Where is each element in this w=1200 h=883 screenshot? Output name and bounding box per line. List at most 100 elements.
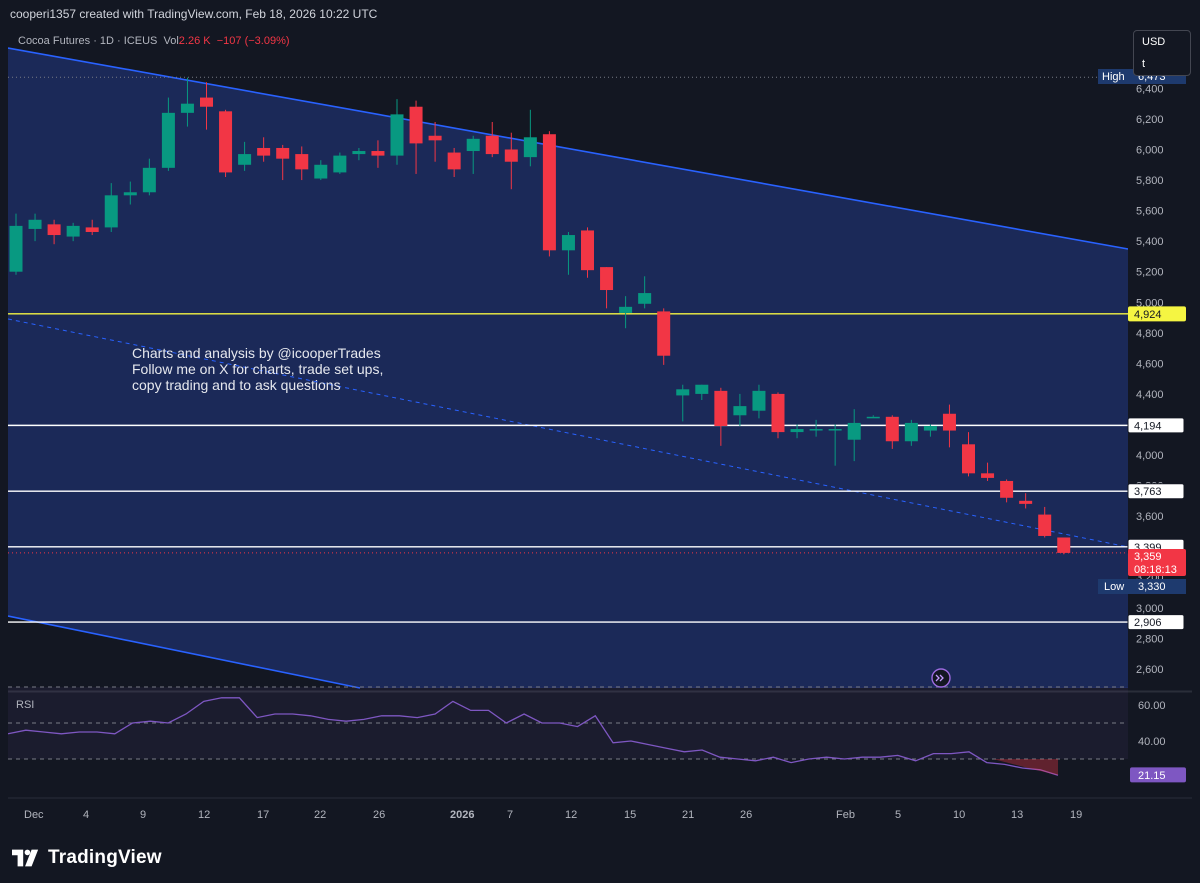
candle-body[interactable] xyxy=(523,137,537,158)
candle-body[interactable] xyxy=(676,389,690,396)
rsi-oversold-fill xyxy=(993,759,1058,776)
price-tick-label: 4,000 xyxy=(1136,450,1164,462)
candle-body[interactable] xyxy=(542,134,556,251)
candle-body[interactable] xyxy=(390,114,404,156)
candle-body[interactable] xyxy=(219,111,233,173)
candle-body[interactable] xyxy=(314,164,328,179)
candle-body[interactable] xyxy=(409,106,423,144)
candle-body[interactable] xyxy=(142,167,156,193)
chart-svg[interactable]: 2,6002,8003,0003,2003,4003,6003,8004,000… xyxy=(7,28,1192,848)
time-tick-label: 4 xyxy=(83,809,89,821)
candle-body[interactable] xyxy=(657,311,671,356)
level-badge-text: 4,924 xyxy=(1134,309,1162,321)
candle-body[interactable] xyxy=(123,192,137,196)
candle-body[interactable] xyxy=(200,97,213,107)
low-label: Low xyxy=(1104,581,1124,593)
tradingview-logo[interactable]: TradingView xyxy=(12,844,162,872)
time-tick-label: 19 xyxy=(1070,809,1082,821)
high-badge xyxy=(1098,69,1134,84)
candle-body[interactable] xyxy=(352,151,366,155)
candle-body[interactable] xyxy=(790,429,804,433)
price-change: −107 (−3.09%) xyxy=(216,35,290,47)
currency-code: USD xyxy=(1142,36,1166,48)
double-chevron-right-icon xyxy=(935,674,944,682)
rsi-line[interactable] xyxy=(7,697,1059,776)
candle-body[interactable] xyxy=(1000,480,1014,498)
candle-body[interactable] xyxy=(28,219,42,229)
candle-body[interactable] xyxy=(466,138,480,152)
candle-body[interactable] xyxy=(638,293,652,304)
candle-body[interactable] xyxy=(333,155,347,173)
candle-body[interactable] xyxy=(847,422,861,440)
candle-body[interactable] xyxy=(809,429,823,431)
candle-body[interactable] xyxy=(923,425,937,431)
candle-body[interactable] xyxy=(885,416,899,442)
scroll-to-latest-button[interactable] xyxy=(931,668,951,688)
price-tick-label: 2,600 xyxy=(1136,664,1164,676)
last-price-value: 3,359 xyxy=(1134,551,1162,563)
candle-body[interactable] xyxy=(981,473,995,478)
candle-body[interactable] xyxy=(1038,514,1052,536)
candle-body[interactable] xyxy=(238,154,252,165)
candle-body[interactable] xyxy=(771,393,785,433)
candle-body[interactable] xyxy=(581,230,594,271)
candle-body[interactable] xyxy=(47,224,61,236)
price-tick-label: 4,600 xyxy=(1136,358,1164,370)
candle-body[interactable] xyxy=(962,444,975,474)
time-tick-label: 2026 xyxy=(450,809,474,821)
author-credit: cooperi1357 created with TradingView.com… xyxy=(10,7,378,21)
volume-value: 2.26 K xyxy=(178,35,211,47)
channel-lower-line[interactable] xyxy=(7,615,361,689)
candle-body[interactable] xyxy=(714,390,728,426)
candle-body[interactable] xyxy=(752,390,766,411)
price-tick-label: 3,000 xyxy=(1136,603,1164,615)
price-tick-label: 5,600 xyxy=(1136,206,1164,218)
candle-body[interactable] xyxy=(485,135,499,155)
symbol-name: Cocoa Futures · 1D · ICEUS xyxy=(18,35,158,47)
level-badge xyxy=(1128,306,1186,322)
time-axis[interactable]: Dec 4 9 12 17 22 26 2026 7 12 15 21 26 Feb 5 10 13 19 xyxy=(8,797,1192,821)
candle-body[interactable] xyxy=(371,151,385,156)
price-axis[interactable]: 2,6002,8003,0003,2003,4003,6003,8004,000… xyxy=(1128,28,1192,700)
time-tick-label: 12 xyxy=(565,809,577,821)
time-tick-label: 12 xyxy=(198,809,210,821)
candle-body[interactable] xyxy=(619,306,633,313)
candle-body[interactable] xyxy=(1019,500,1033,504)
candle-body[interactable] xyxy=(295,154,309,170)
candle-body[interactable] xyxy=(447,152,461,170)
symbol-legend[interactable]: Cocoa Futures · 1D · ICEUS Vol2.26 K −10… xyxy=(18,35,290,47)
time-tick-label: 22 xyxy=(314,809,326,821)
candle-body[interactable] xyxy=(66,225,80,237)
candle-body[interactable] xyxy=(504,149,518,162)
candle-body[interactable] xyxy=(1057,537,1071,553)
candle-body[interactable] xyxy=(828,429,842,431)
chart-frame[interactable]: 2,6002,8003,0003,2003,4003,6003,8004,000… xyxy=(7,28,1192,848)
rsi-label: RSI xyxy=(16,699,34,711)
candle-body[interactable] xyxy=(904,422,918,442)
candle-body[interactable] xyxy=(9,225,23,272)
level-badge xyxy=(1127,417,1185,434)
candles xyxy=(9,77,1071,555)
candle-body[interactable] xyxy=(85,227,99,232)
candle-body[interactable] xyxy=(276,147,290,159)
rsi-current-badge xyxy=(1130,767,1186,783)
currency-unit: t xyxy=(1142,58,1146,70)
candle-body[interactable] xyxy=(733,406,747,416)
channel-mid-dashed-line[interactable] xyxy=(7,318,1129,548)
high-label: High xyxy=(1102,71,1125,83)
candle-body[interactable] xyxy=(866,416,880,419)
candle-body[interactable] xyxy=(104,195,118,228)
candle-body[interactable] xyxy=(180,103,194,113)
currency-selector[interactable]: USD t xyxy=(1133,30,1191,76)
candle-body[interactable] xyxy=(428,135,442,141)
rsi-background xyxy=(8,692,1192,798)
candle-body[interactable] xyxy=(161,112,175,168)
candle-body[interactable] xyxy=(257,147,271,156)
rsi-panel[interactable]: RSI 60.00 40.00 21.15 xyxy=(7,686,1192,798)
candle-body[interactable] xyxy=(561,235,575,251)
candle-body[interactable] xyxy=(942,413,956,431)
candle-body[interactable] xyxy=(600,267,614,291)
candle-body[interactable] xyxy=(695,384,709,394)
channel-upper-line[interactable] xyxy=(7,47,1129,250)
price-tick-label: 6,000 xyxy=(1136,145,1164,157)
